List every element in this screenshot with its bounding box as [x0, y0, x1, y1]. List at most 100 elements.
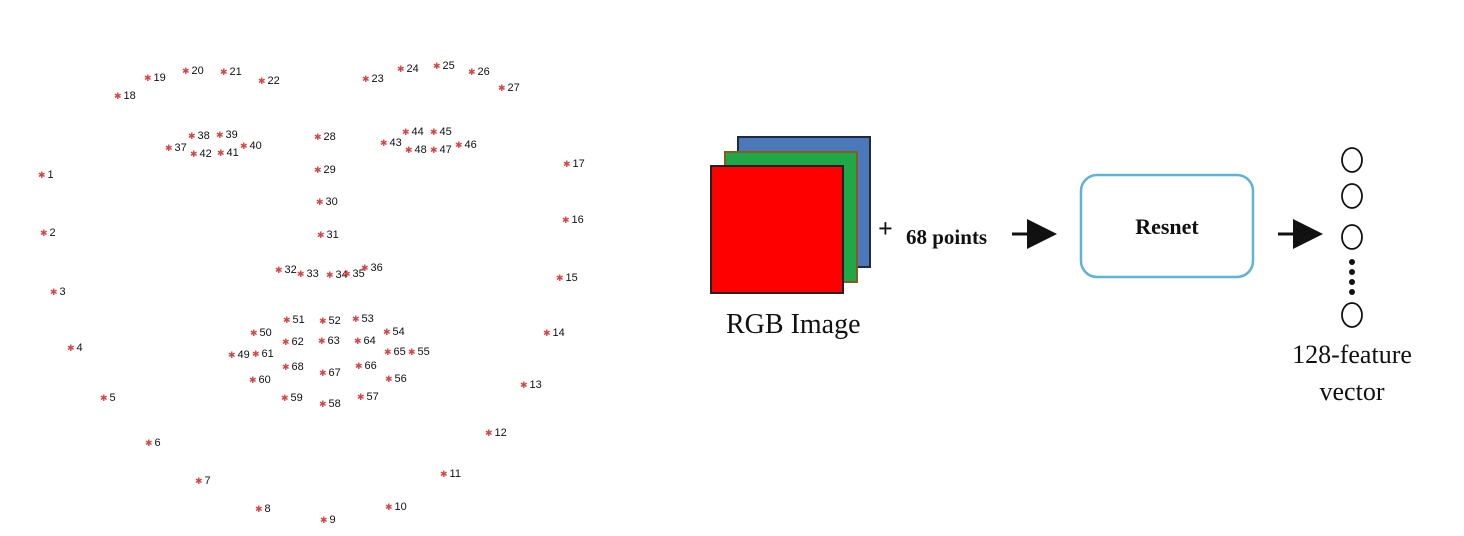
landmark-number: 29	[323, 164, 336, 176]
landmark-dot-icon: ✱	[317, 230, 325, 240]
landmark-number: 18	[123, 90, 136, 102]
landmark-point: ✱ 20	[182, 65, 204, 77]
landmark-point: ✱ 7	[195, 475, 211, 487]
landmark-dot-icon: ✱	[405, 145, 413, 155]
landmark-point: ✱ 54	[383, 326, 405, 338]
landmark-dot-icon: ✱	[362, 74, 370, 84]
landmark-point: ✱ 34	[326, 269, 348, 281]
landmark-point: ✱ 1	[38, 169, 54, 181]
landmark-dot-icon: ✱	[258, 76, 266, 86]
landmark-point: ✱ 28	[314, 131, 336, 143]
landmark-point: ✱ 23	[362, 73, 384, 85]
landmark-point: ✱ 66	[355, 360, 377, 372]
landmark-dot-icon: ✱	[38, 170, 46, 180]
vector-ellipsis-dot	[1349, 259, 1355, 265]
image-caption: RGB Image	[726, 309, 861, 340]
landmark-point: ✱ 2	[40, 227, 56, 239]
landmark-dot-icon: ✱	[182, 66, 190, 76]
landmark-dot-icon: ✱	[352, 314, 360, 324]
red-channel	[710, 165, 844, 294]
landmark-point: ✱ 53	[352, 313, 374, 325]
landmark-number: 66	[364, 360, 377, 372]
landmark-number: 6	[154, 437, 161, 449]
vector-ellipsis-dot	[1349, 279, 1355, 285]
landmark-point: ✱ 22	[258, 75, 280, 87]
landmark-point: ✱ 21	[220, 66, 242, 78]
landmark-point: ✱ 36	[361, 262, 383, 274]
landmark-point: ✱ 12	[485, 427, 507, 439]
landmark-number: 10	[394, 501, 407, 513]
landmark-number: 60	[258, 374, 271, 386]
landmark-dot-icon: ✱	[228, 350, 236, 360]
landmark-number: 46	[464, 139, 477, 151]
landmark-dot-icon: ✱	[275, 265, 283, 275]
landmark-number: 17	[572, 158, 585, 170]
landmark-dot-icon: ✱	[100, 393, 108, 403]
landmark-number: 14	[552, 327, 565, 339]
landmark-dot-icon: ✱	[562, 215, 570, 225]
landmark-dot-icon: ✱	[520, 380, 528, 390]
landmark-number: 48	[414, 144, 427, 156]
landmark-number: 21	[229, 66, 242, 78]
landmark-point: ✱ 13	[520, 379, 542, 391]
landmark-point: ✱ 24	[397, 63, 419, 75]
landmark-dot-icon: ✱	[319, 368, 327, 378]
landmark-number: 35	[352, 268, 365, 280]
landmark-dot-icon: ✱	[397, 64, 405, 74]
landmark-dot-icon: ✱	[249, 375, 257, 385]
landmark-dot-icon: ✱	[383, 327, 391, 337]
landmark-point: ✱ 39	[216, 129, 238, 141]
landmark-point: ✱ 33	[297, 268, 319, 280]
landmark-point: ✱ 30	[316, 196, 338, 208]
landmark-number: 7	[204, 475, 211, 487]
landmark-dot-icon: ✱	[195, 476, 203, 486]
vector-caption-line2: vector	[1319, 377, 1385, 406]
landmark-number: 67	[328, 367, 341, 379]
landmark-dot-icon: ✱	[319, 316, 327, 326]
landmark-point: ✱ 42	[190, 148, 212, 160]
landmark-number: 3	[59, 286, 66, 298]
landmark-dot-icon: ✱	[385, 502, 393, 512]
landmark-dot-icon: ✱	[433, 61, 441, 71]
landmark-number: 49	[237, 349, 250, 361]
landmark-point: ✱ 56	[385, 373, 407, 385]
landmark-point: ✱ 9	[320, 514, 336, 526]
landmark-point: ✱ 26	[468, 66, 490, 78]
landmark-dot-icon: ✱	[408, 347, 416, 357]
landmark-point: ✱ 60	[249, 374, 271, 386]
landmark-number: 68	[291, 361, 304, 373]
vector-node	[1341, 302, 1363, 328]
vector-node	[1341, 183, 1363, 209]
landmark-number: 36	[370, 262, 383, 274]
points-label: 68 points	[906, 225, 988, 249]
landmark-point: ✱ 65	[384, 346, 406, 358]
landmark-dot-icon: ✱	[282, 362, 290, 372]
landmark-number: 38	[197, 130, 210, 142]
landmark-dot-icon: ✱	[326, 270, 334, 280]
landmark-number: 1	[47, 169, 54, 181]
landmark-number: 42	[199, 148, 212, 160]
landmark-point: ✱ 10	[385, 501, 407, 513]
resnet-box	[1079, 173, 1255, 279]
landmark-dot-icon: ✱	[240, 141, 248, 151]
landmark-number: 4	[76, 342, 83, 354]
landmark-number: 28	[323, 131, 336, 143]
landmark-dot-icon: ✱	[430, 145, 438, 155]
vector-node	[1341, 147, 1363, 173]
landmark-dot-icon: ✱	[318, 336, 326, 346]
landmark-point: ✱ 46	[455, 139, 477, 151]
landmark-point: ✱ 58	[319, 398, 341, 410]
landmark-point: ✱ 55	[408, 346, 430, 358]
landmark-dot-icon: ✱	[255, 504, 263, 514]
landmark-dot-icon: ✱	[144, 73, 152, 83]
landmark-dot-icon: ✱	[455, 140, 463, 150]
landmark-point: ✱ 45	[430, 126, 452, 138]
landmark-point: ✱ 14	[543, 327, 565, 339]
landmark-number: 55	[417, 346, 430, 358]
landmark-point: ✱ 52	[319, 315, 341, 327]
landmark-number: 15	[565, 272, 578, 284]
landmark-point: ✱ 44	[402, 126, 424, 138]
landmark-dot-icon: ✱	[320, 515, 328, 525]
landmark-dot-icon: ✱	[468, 67, 476, 77]
landmark-dot-icon: ✱	[556, 273, 564, 283]
